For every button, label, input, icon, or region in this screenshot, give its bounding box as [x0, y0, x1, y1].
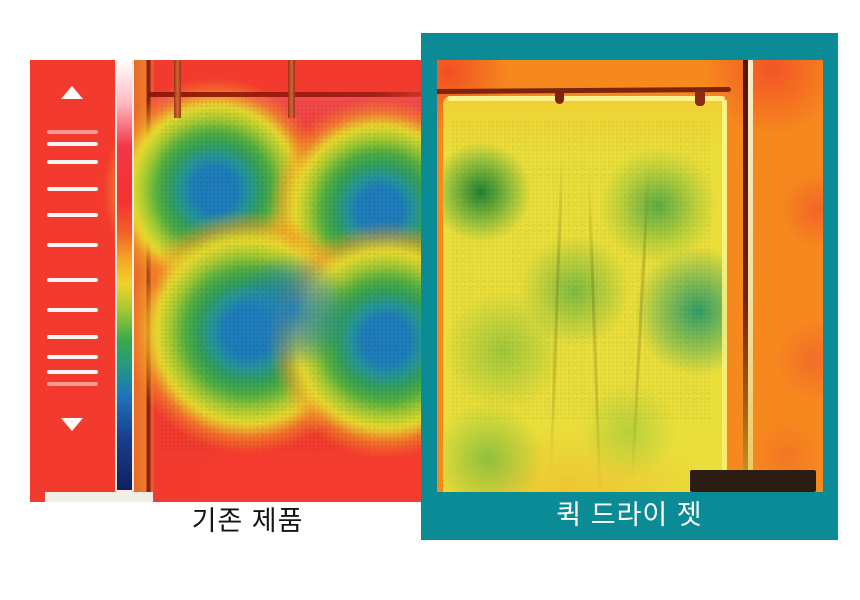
fabric-fold	[630, 162, 651, 482]
fabric-fold	[549, 156, 564, 476]
scale-tick	[47, 130, 98, 134]
scale-up-arrow-icon	[61, 86, 83, 99]
fabric-right-edge	[722, 100, 727, 492]
scale-ticks	[47, 60, 99, 502]
thermal-image-right	[437, 60, 823, 492]
fabric-top-edge	[447, 96, 725, 101]
hanger-hook-icon	[555, 90, 564, 104]
rail-end-loop	[695, 90, 705, 106]
hanger-hook-icon	[174, 60, 181, 118]
temperature-colorbar	[115, 60, 134, 492]
scale-tick	[47, 382, 98, 386]
camera-overlay-chip	[45, 492, 153, 502]
scale-tick	[47, 335, 98, 339]
scale-tick	[47, 278, 98, 282]
scale-tick	[47, 142, 98, 146]
stand-pole-highlight	[748, 60, 753, 492]
scale-tick	[47, 355, 98, 359]
scale-tick	[47, 370, 98, 374]
scale-tick	[47, 187, 98, 191]
scale-tick	[47, 243, 98, 247]
highlight-panel: 퀵 드라이 젯	[421, 33, 838, 540]
hanging-rail	[148, 92, 425, 97]
left-image-caption: 기존 제품	[191, 506, 304, 536]
scale-tick	[47, 160, 98, 164]
cold-spot-blue-core	[234, 252, 350, 368]
thermal-image-left	[30, 60, 425, 502]
drying-fabric	[443, 96, 727, 492]
scale-tick	[47, 308, 98, 312]
fabric-fold	[587, 176, 602, 492]
hanger-hook-icon	[288, 60, 295, 118]
camera-overlay-chip-dark	[690, 470, 816, 492]
scale-down-arrow-icon	[61, 418, 83, 431]
stand-pole	[743, 60, 748, 492]
scale-tick	[47, 213, 98, 217]
right-image-caption: 퀵 드라이 젯	[556, 500, 703, 530]
hanging-rail	[437, 86, 732, 95]
